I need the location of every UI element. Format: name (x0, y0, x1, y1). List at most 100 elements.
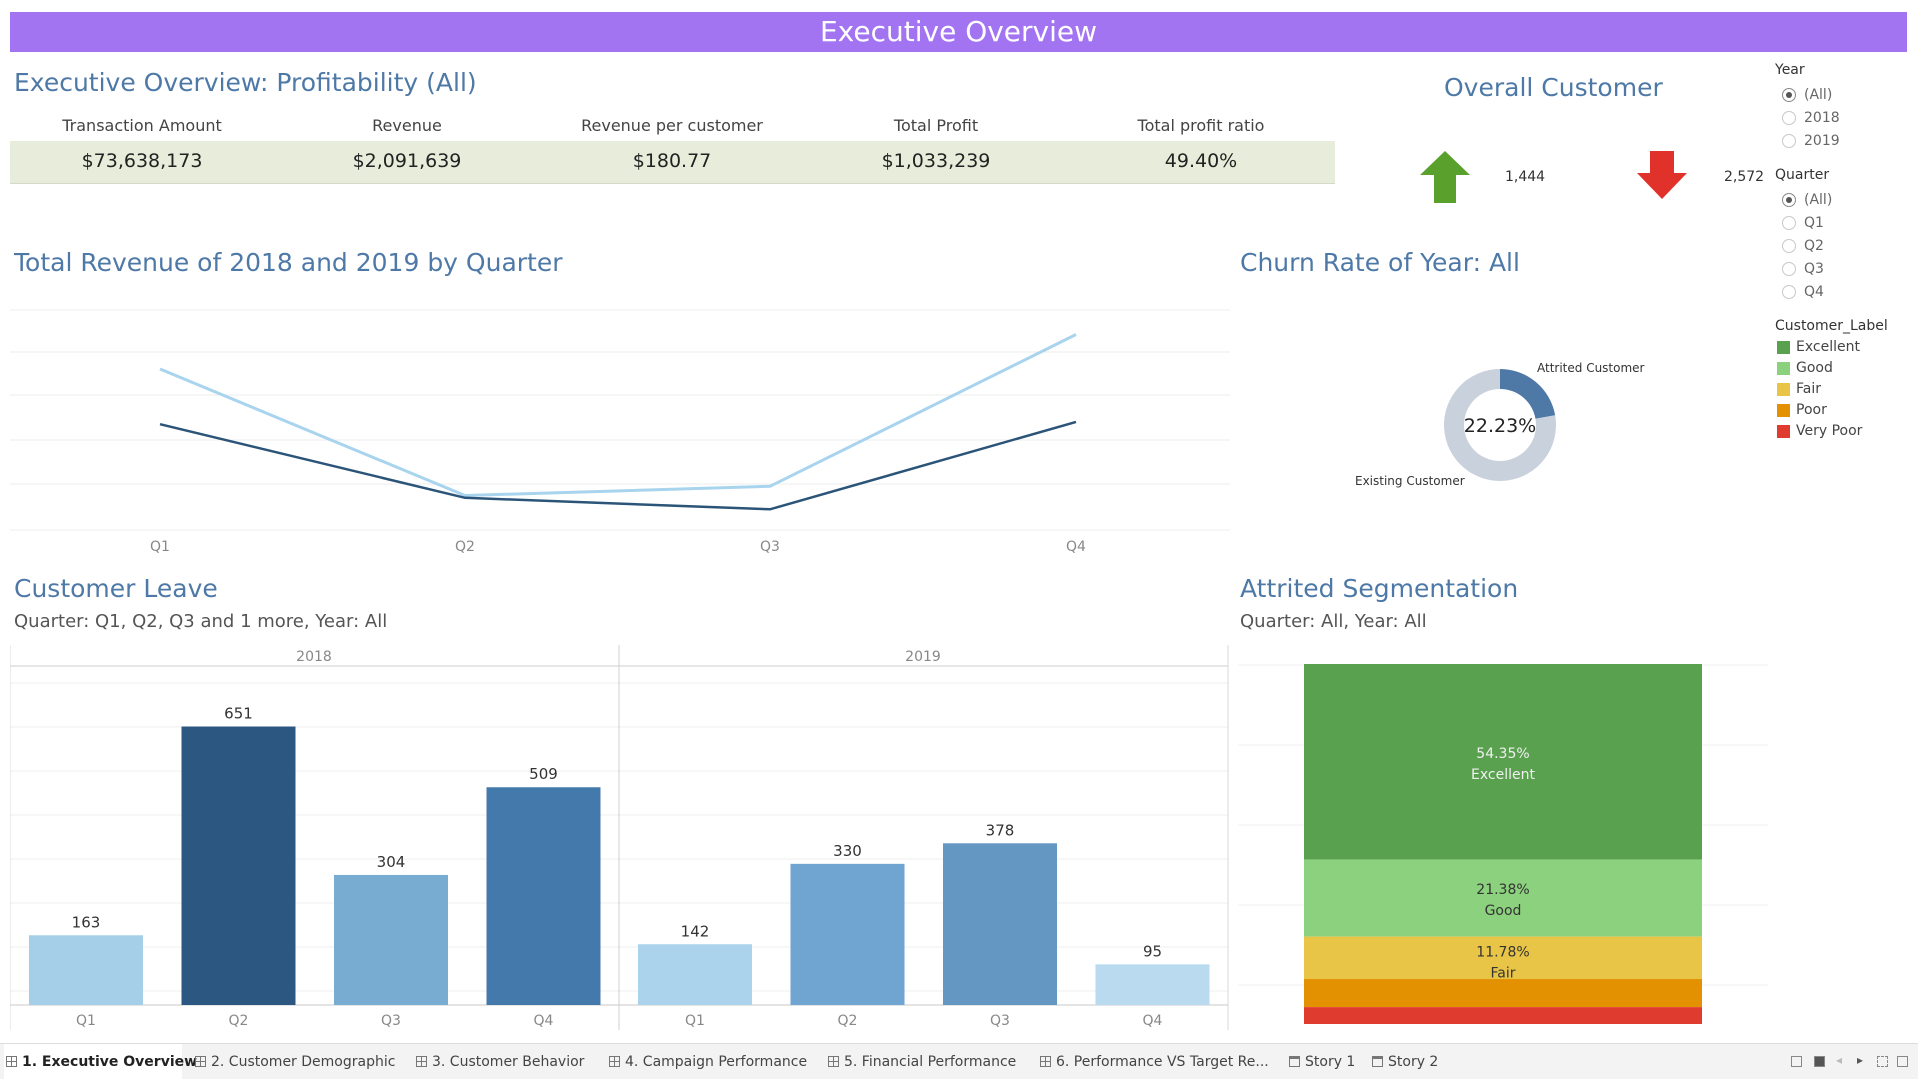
bar-value-label: 163 (72, 913, 101, 931)
scroll-right-icon[interactable]: ▸ (1857, 1053, 1864, 1067)
segment-percent-label: 21.38% (1476, 882, 1529, 898)
quarter-option-q1[interactable]: Q1 (1782, 215, 1824, 231)
legend-swatch (1777, 361, 1790, 375)
bar-2019-q2[interactable] (790, 863, 905, 1005)
segment-fair[interactable] (1304, 936, 1702, 980)
fullscreen-icon[interactable] (1877, 1056, 1888, 1067)
dashboard-icon (828, 1056, 839, 1067)
bar-value-label: 142 (681, 922, 710, 940)
present-icon[interactable] (1897, 1056, 1908, 1067)
segment-excellent[interactable] (1304, 664, 1702, 860)
kpi-band (10, 141, 1335, 184)
kpi-label-revenue: Revenue (372, 116, 442, 135)
tab-story-1[interactable]: Story 1 (1287, 1044, 1367, 1079)
attrited-segmentation-chart[interactable]: 54.35% Excellent 21.38% Good 11.78% Fair (1238, 660, 1768, 1030)
year-option-2018[interactable]: 2018 (1782, 110, 1840, 126)
sheet-sorter-icon[interactable] (1791, 1056, 1802, 1067)
x-tick-label: Q1 (76, 1013, 96, 1029)
quarter-option-q3[interactable]: Q3 (1782, 261, 1824, 277)
tab-customer-behavior[interactable]: 3. Customer Behavior (414, 1044, 599, 1079)
bar-2019-q4[interactable] (1095, 964, 1210, 1005)
story-icon (1289, 1056, 1300, 1067)
arrow-up-icon (1420, 151, 1470, 203)
kpi-label-revenue-per-customer: Revenue per customer (581, 116, 763, 135)
segment-very-poor[interactable] (1304, 1007, 1702, 1024)
arrow-down-icon (1637, 151, 1687, 199)
quarter-option-label: (All) (1804, 192, 1833, 208)
year-filter-title: Year (1775, 62, 1805, 78)
bar-value-label: 509 (529, 765, 558, 783)
revenue-series-line[interactable] (159, 420, 1077, 511)
tab-financial-performance[interactable]: 5. Financial Performance (826, 1044, 1034, 1079)
revenue-line-chart[interactable]: Q1 Q2 Q3 Q4 (10, 290, 1230, 560)
customer-leave-bar-chart[interactable]: 2018 163 Q1 651 Q2 304 Q3 509 Q4 2019 142 Q1 330 Q2 37… (10, 645, 1230, 1035)
kpi-label-total-profit-ratio: Total profit ratio (1137, 116, 1265, 135)
scroll-left-icon[interactable]: ◂ (1836, 1053, 1843, 1067)
x-tick-label: Q2 (455, 539, 475, 555)
year-option-label: 2018 (1804, 110, 1840, 126)
tab-label: 1. Executive Overview (22, 1054, 198, 1070)
revenue-series-line[interactable] (159, 333, 1077, 498)
segment-name-label: Fair (1491, 966, 1516, 982)
year-option-2019[interactable]: 2019 (1782, 133, 1840, 149)
radio-icon (1782, 216, 1796, 230)
segment-poor[interactable] (1304, 979, 1702, 1008)
tab-label: 6. Performance VS Target Re... (1056, 1054, 1269, 1070)
bar-value-label: 95 (1143, 942, 1162, 960)
tab-executive-overview[interactable]: 1. Executive Overview (4, 1044, 197, 1079)
year-header-2019: 2019 (905, 649, 941, 665)
year-option-label: 2019 (1804, 133, 1840, 149)
bar-value-label: 651 (224, 705, 253, 723)
legend-label: Good (1796, 360, 1833, 376)
churn-title: Churn Rate of Year: All (1240, 248, 1520, 277)
churn-donut-chart[interactable]: 22.23% Attrited Customer Existing Customer (1340, 355, 1670, 495)
bar-2019-q3[interactable] (943, 843, 1057, 1005)
legend-item-very-poor[interactable]: Very Poor (1777, 423, 1862, 439)
bar-2018-q3[interactable] (334, 874, 448, 1005)
attrited-customer-count[interactable]: 2,572 (1724, 169, 1765, 185)
legend-label: Very Poor (1796, 423, 1863, 439)
legend-item-poor[interactable]: Poor (1777, 402, 1827, 418)
quarter-option-all[interactable]: (All) (1782, 192, 1832, 208)
radio-icon (1782, 262, 1796, 276)
kpi-value-revenue-per-customer[interactable]: $180.77 (632, 150, 712, 172)
kpi-label-total-profit: Total Profit (893, 116, 979, 135)
segment-good[interactable] (1304, 859, 1702, 937)
sheet-tab-bar: 1. Executive Overview 2. Customer Demogr… (0, 1043, 1918, 1079)
bar-value-label: 304 (377, 853, 406, 871)
legend-item-good[interactable]: Good (1777, 360, 1833, 376)
kpi-label-transaction-amount: Transaction Amount (62, 116, 222, 135)
attrited-slice[interactable] (1500, 369, 1556, 419)
x-tick-label: Q3 (990, 1013, 1010, 1029)
kpi-value-transaction-amount[interactable]: $73,638,173 (81, 150, 203, 172)
quarter-option-q4[interactable]: Q4 (1782, 284, 1824, 300)
dashboard-banner: Executive Overview (10, 12, 1907, 52)
tab-performance-vs-target[interactable]: 6. Performance VS Target Re... (1038, 1044, 1274, 1079)
legend-item-fair[interactable]: Fair (1777, 381, 1821, 397)
quarter-option-label: Q2 (1804, 238, 1824, 254)
bar-2019-q1[interactable] (638, 944, 752, 1005)
quarter-option-label: Q1 (1804, 215, 1824, 231)
quarter-option-label: Q4 (1804, 284, 1824, 300)
quarter-option-q2[interactable]: Q2 (1782, 238, 1824, 254)
kpi-value-total-profit[interactable]: $1,033,239 (881, 150, 991, 172)
legend-item-excellent[interactable]: Excellent (1777, 339, 1860, 355)
tab-customer-demographic[interactable]: 2. Customer Demographic (193, 1044, 403, 1079)
legend-label: Fair (1796, 381, 1821, 397)
radio-icon (1782, 134, 1796, 148)
kpi-value-total-profit-ratio[interactable]: 49.40% (1164, 150, 1238, 172)
retained-customer-count[interactable]: 1,444 (1505, 169, 1546, 185)
tab-campaign-performance[interactable]: 4. Campaign Performance (607, 1044, 817, 1079)
radio-icon (1782, 88, 1796, 102)
radio-icon (1782, 285, 1796, 299)
tab-story-2[interactable]: Story 2 (1370, 1044, 1450, 1079)
bar-2018-q1[interactable] (29, 935, 143, 1005)
bar-value-label: 330 (833, 842, 862, 860)
existing-slice[interactable] (1444, 369, 1556, 481)
year-option-all[interactable]: (All) (1782, 87, 1832, 103)
bar-2018-q2[interactable] (181, 726, 296, 1005)
bar-2018-q4[interactable] (486, 787, 601, 1005)
segmentation-subtitle: Quarter: All, Year: All (1240, 611, 1427, 632)
kpi-value-revenue[interactable]: $2,091,639 (352, 150, 462, 172)
filmstrip-icon[interactable] (1814, 1056, 1825, 1067)
